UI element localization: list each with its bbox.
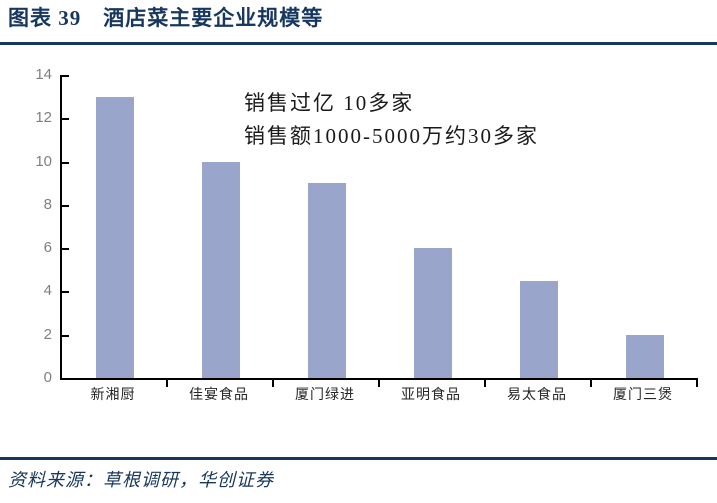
y-axis-tick (62, 162, 69, 164)
x-axis-tick (696, 380, 698, 387)
y-axis-tick-label: 4 (43, 282, 52, 300)
annotation-line-1: 销售过亿 10多家 (244, 91, 415, 115)
figure-title: 图表 39 酒店菜主要企业规模等 (8, 6, 324, 30)
y-axis-tick (62, 291, 69, 293)
x-axis-tick (378, 380, 380, 387)
x-axis-label-2: 佳宴食品 (189, 388, 249, 403)
y-axis-tick-label: 10 (35, 152, 52, 170)
y-axis-tick (62, 75, 69, 77)
x-axis-tick (272, 380, 274, 387)
y-axis-tick (62, 118, 69, 120)
y-axis-tick (62, 205, 69, 207)
y-axis-tick-label: 14 (35, 66, 52, 83)
bar-5 (520, 280, 558, 378)
footer-rule (0, 457, 717, 460)
title-underline-rule (0, 42, 717, 45)
bar-1 (96, 96, 134, 378)
chart-annotation: 销售过亿 10多家 销售额1000-5000万约30多家 (244, 87, 539, 152)
annotation-line-2: 销售额1000-5000万约30多家 (244, 123, 539, 148)
x-axis-tick (590, 380, 592, 387)
y-axis-tick (62, 248, 69, 250)
source-note: 资料来源：草根调研，华创证券 (8, 470, 274, 490)
y-axis-tick-label: 2 (43, 325, 52, 343)
x-axis-label-5: 易太食品 (507, 388, 567, 403)
bar-3 (308, 183, 346, 378)
x-axis-label-4: 亚明食品 (401, 388, 461, 403)
x-axis-label-3: 厦门绿进 (295, 388, 355, 403)
x-axis-tick (484, 380, 486, 387)
bar-chart: 销售过亿 10多家 销售额1000-5000万约30多家 0 2 4 6 8 10 12 14… (35, 66, 698, 403)
bar-4 (414, 248, 452, 378)
y-axis-tick-label: 0 (43, 369, 52, 386)
bar-6 (626, 334, 664, 378)
y-axis-tick-label: 6 (43, 239, 52, 257)
x-axis-label-1: 新湘厨 (90, 388, 136, 403)
y-axis-tick-label: 8 (43, 195, 52, 213)
plot-area: 销售过亿 10多家 销售额1000-5000万约30多家 (60, 75, 698, 387)
x-axis-tick (166, 380, 168, 387)
bar-2 (202, 161, 240, 378)
x-axis-label-6: 厦门三煲 (613, 388, 673, 403)
y-axis-tick (62, 335, 69, 337)
y-axis-tick-label: 12 (35, 109, 52, 127)
